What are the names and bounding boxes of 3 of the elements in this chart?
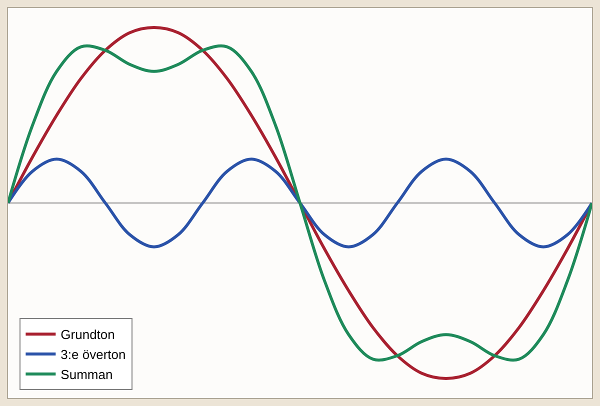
legend-label: Grundton [60, 327, 115, 342]
legend-label: Summan [60, 367, 113, 382]
legend-label: 3:e överton [60, 347, 126, 362]
